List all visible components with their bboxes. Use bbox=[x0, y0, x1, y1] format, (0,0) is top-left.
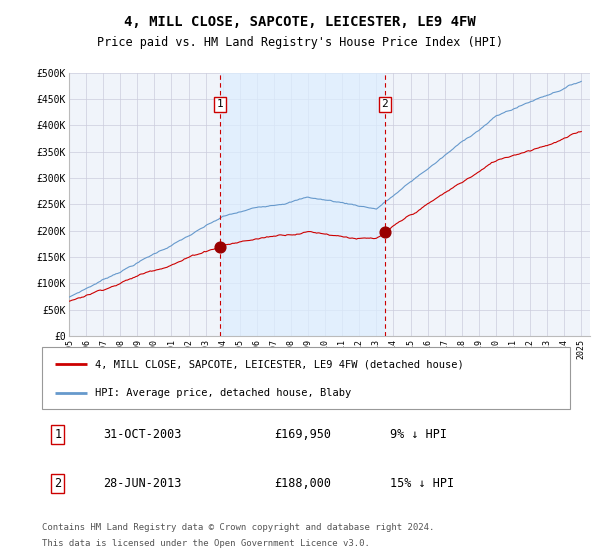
Point bbox=[215, 242, 224, 251]
FancyBboxPatch shape bbox=[42, 347, 570, 409]
Text: 2: 2 bbox=[382, 99, 388, 109]
Text: 1: 1 bbox=[217, 99, 223, 109]
Text: £169,950: £169,950 bbox=[274, 428, 331, 441]
Text: 1: 1 bbox=[54, 428, 61, 441]
Text: 31-OCT-2003: 31-OCT-2003 bbox=[103, 428, 181, 441]
Bar bbox=[220, 73, 385, 336]
Text: This data is licensed under the Open Government Licence v3.0.: This data is licensed under the Open Gov… bbox=[42, 539, 370, 548]
Text: 4, MILL CLOSE, SAPCOTE, LEICESTER, LE9 4FW (detached house): 4, MILL CLOSE, SAPCOTE, LEICESTER, LE9 4… bbox=[95, 360, 464, 370]
Text: 9% ↓ HPI: 9% ↓ HPI bbox=[391, 428, 448, 441]
Text: Contains HM Land Registry data © Crown copyright and database right 2024.: Contains HM Land Registry data © Crown c… bbox=[42, 523, 434, 532]
Text: 15% ↓ HPI: 15% ↓ HPI bbox=[391, 477, 455, 490]
Text: 4, MILL CLOSE, SAPCOTE, LEICESTER, LE9 4FW: 4, MILL CLOSE, SAPCOTE, LEICESTER, LE9 4… bbox=[124, 15, 476, 29]
Text: 28-JUN-2013: 28-JUN-2013 bbox=[103, 477, 181, 490]
Text: HPI: Average price, detached house, Blaby: HPI: Average price, detached house, Blab… bbox=[95, 389, 351, 398]
Text: 2: 2 bbox=[54, 477, 61, 490]
Point bbox=[380, 228, 389, 237]
Text: £188,000: £188,000 bbox=[274, 477, 331, 490]
Text: Price paid vs. HM Land Registry's House Price Index (HPI): Price paid vs. HM Land Registry's House … bbox=[97, 36, 503, 49]
